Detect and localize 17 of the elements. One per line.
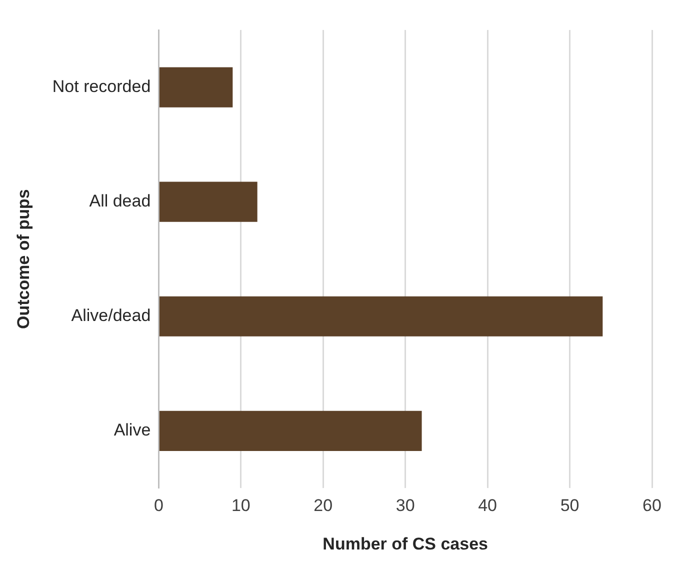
x-tick-label: 60 [642, 496, 662, 516]
y-tick-label: Not recorded [52, 76, 151, 96]
x-tick-label: 20 [314, 496, 333, 516]
x-tick-label: 50 [560, 496, 580, 516]
x-tick-label: 30 [396, 496, 415, 516]
y-tick-label: All dead [89, 192, 151, 211]
bar [159, 67, 233, 108]
y-axis-title: Outcome of pups [14, 189, 33, 329]
x-tick-label: 0 [154, 496, 164, 516]
bar [159, 296, 603, 336]
x-tick-label: 40 [478, 496, 498, 516]
y-tick-label: Alive [114, 420, 151, 440]
x-axis-title: Number of CS cases [322, 534, 488, 554]
bar [159, 182, 258, 222]
y-tick-label: Alive/dead [71, 306, 151, 326]
bar [159, 410, 422, 451]
x-tick-label: 10 [231, 496, 250, 516]
